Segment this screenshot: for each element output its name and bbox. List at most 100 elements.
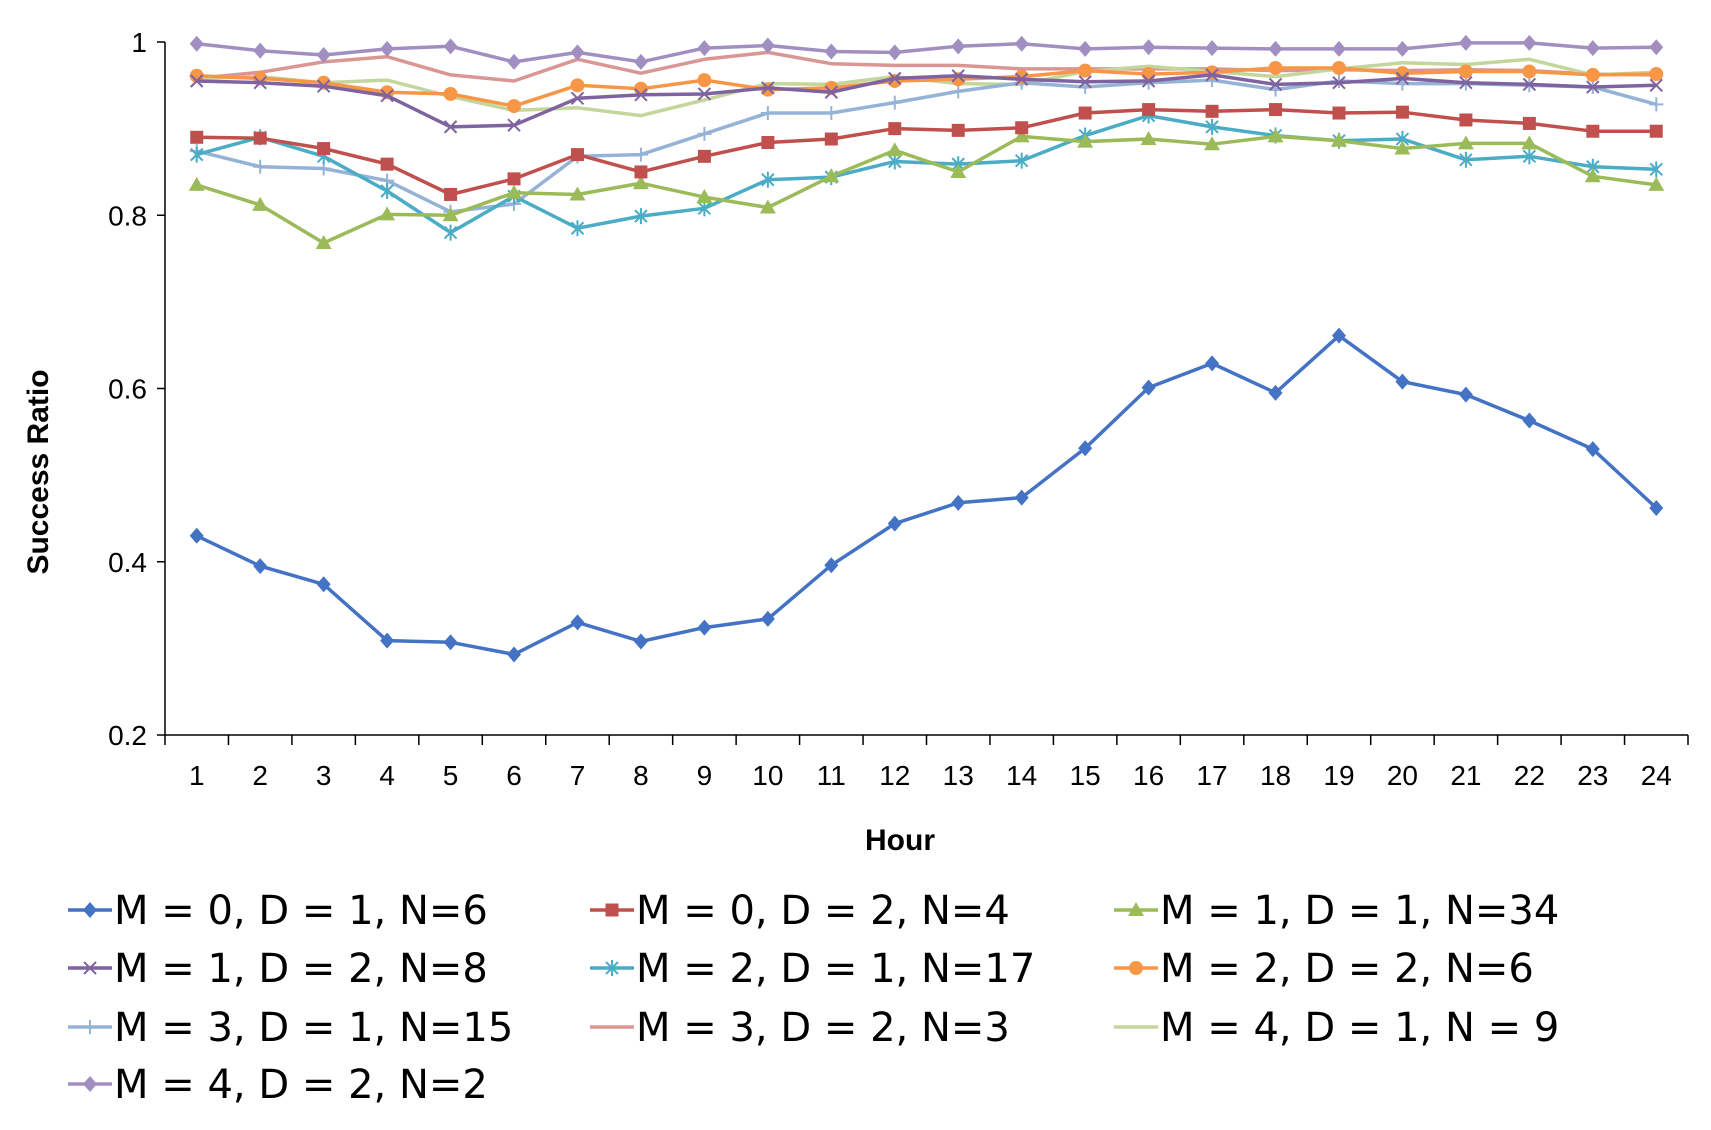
data-point <box>1458 64 1473 79</box>
data-point <box>1331 327 1346 344</box>
data-point <box>759 199 776 214</box>
data-point <box>1522 34 1537 51</box>
data-point <box>189 35 204 52</box>
data-point <box>253 76 267 90</box>
y-tick-label: 0.4 <box>108 547 147 578</box>
legend-label: M = 2, D = 1, N=17 <box>636 946 1035 992</box>
data-point <box>1522 116 1536 130</box>
data-point <box>1394 140 1411 155</box>
x-tick-label: 23 <box>1577 760 1608 791</box>
data-point <box>1142 103 1156 117</box>
legend-entry: M = 1, D = 1, N=34 <box>1114 888 1559 934</box>
legend-entry: M = 4, D = 2, N=2 <box>68 1062 488 1108</box>
data-point <box>1395 373 1410 390</box>
data-point <box>443 86 458 101</box>
data-point <box>190 146 204 163</box>
x-tick-label: 22 <box>1514 760 1545 791</box>
data-point <box>190 74 204 88</box>
data-point <box>1268 384 1283 401</box>
data-point <box>1078 440 1093 457</box>
data-point <box>253 131 267 145</box>
data-point <box>1330 132 1347 147</box>
data-point <box>824 557 839 574</box>
data-point <box>632 175 649 190</box>
data-point <box>83 1020 97 1034</box>
data-point <box>1521 135 1538 150</box>
x-tick-label: 17 <box>1196 760 1227 791</box>
series-line <box>195 333 1658 657</box>
data-point <box>1649 161 1663 178</box>
data-point <box>1141 74 1156 88</box>
data-point <box>1648 176 1665 191</box>
series-8 <box>196 50 1657 83</box>
legend-entry: M = 3, D = 2, N=3 <box>590 1005 1010 1051</box>
x-tick-label: 18 <box>1260 760 1291 791</box>
data-point <box>1078 106 1092 120</box>
x-tick-label: 21 <box>1450 760 1481 791</box>
data-point <box>83 961 97 975</box>
y-axis-title: Success Ratio <box>22 369 55 574</box>
data-point <box>760 610 775 627</box>
legend-entry: M = 4, D = 1, N = 9 <box>1114 1005 1559 1051</box>
data-point <box>1141 379 1156 396</box>
legend-entry: M = 0, D = 2, N=4 <box>590 888 1010 934</box>
legend-label: M = 1, D = 2, N=8 <box>114 946 488 992</box>
x-tick-label: 24 <box>1641 760 1672 791</box>
data-point <box>951 38 966 55</box>
data-point <box>1269 103 1283 117</box>
series-1 <box>189 327 1664 663</box>
data-point <box>1522 412 1537 429</box>
data-point <box>316 576 331 593</box>
data-point <box>569 186 586 201</box>
data-point <box>633 633 648 650</box>
data-point <box>1332 106 1346 120</box>
data-point <box>1078 75 1092 89</box>
data-point <box>1585 67 1600 82</box>
legend-label: M = 3, D = 2, N=3 <box>636 1005 1010 1051</box>
series-4 <box>190 68 1663 134</box>
data-point <box>570 44 585 61</box>
data-point <box>887 95 902 110</box>
data-point <box>1649 124 1663 138</box>
data-point <box>1331 60 1346 75</box>
data-point <box>1268 77 1283 92</box>
data-point <box>697 619 712 636</box>
data-point <box>380 40 395 57</box>
data-point <box>1129 961 1143 975</box>
data-point <box>886 142 903 157</box>
series-10 <box>189 34 1664 70</box>
data-point <box>1585 441 1600 458</box>
data-point <box>1459 76 1473 90</box>
data-point <box>507 53 522 70</box>
data-point <box>824 43 839 60</box>
data-point <box>824 132 838 146</box>
y-tick-label: 0.8 <box>108 200 147 231</box>
data-point <box>507 172 521 186</box>
data-point <box>634 88 648 102</box>
data-point <box>1205 118 1219 135</box>
data-point <box>506 184 523 199</box>
data-point <box>1014 489 1029 506</box>
data-point <box>83 902 97 918</box>
x-tick-label: 13 <box>943 760 974 791</box>
data-point <box>570 220 585 237</box>
data-point <box>1458 34 1473 51</box>
x-tick-label: 20 <box>1387 760 1418 791</box>
data-point <box>1649 39 1664 56</box>
data-point <box>1141 39 1156 56</box>
data-point <box>379 206 396 221</box>
x-tick-label: 10 <box>752 760 783 791</box>
data-point <box>253 558 268 575</box>
data-point <box>1457 135 1474 150</box>
x-tick-label: 15 <box>1070 760 1101 791</box>
data-point <box>605 903 619 917</box>
data-point <box>887 515 902 532</box>
legend-label: M = 2, D = 2, N=6 <box>1160 946 1534 992</box>
y-tick-label: 1 <box>131 27 147 58</box>
data-point <box>951 494 966 511</box>
data-point <box>315 234 332 249</box>
data-point <box>888 71 902 86</box>
legend-entry: M = 1, D = 2, N=8 <box>68 946 488 992</box>
x-tick-label: 3 <box>316 760 332 791</box>
legend-label: M = 0, D = 2, N=4 <box>636 888 1010 934</box>
